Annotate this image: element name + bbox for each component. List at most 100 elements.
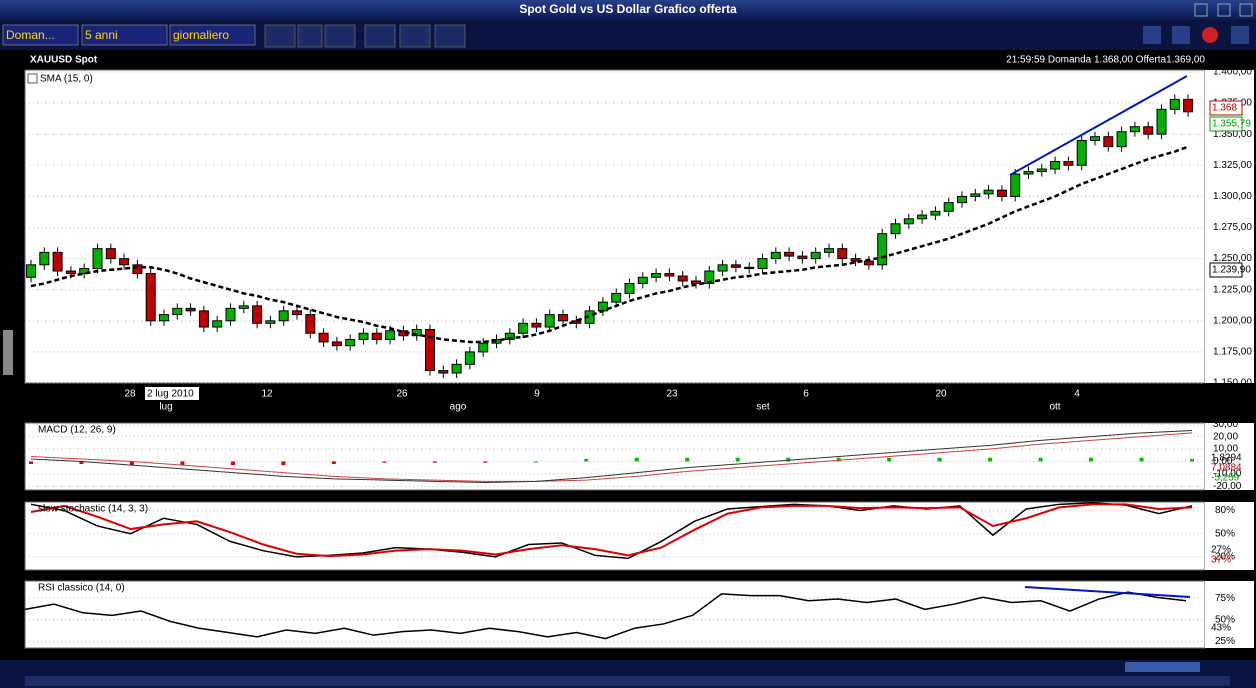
dropdown-text: giornaliero [173, 28, 229, 42]
axis-strip [1205, 423, 1254, 490]
x-tick-label: 26 [396, 389, 408, 400]
candle [252, 305, 263, 324]
histogram-bar [331, 461, 336, 464]
candle [943, 202, 954, 212]
candle [371, 332, 382, 340]
histogram-bar [1089, 457, 1094, 462]
price-marker-box [1209, 262, 1243, 278]
histogram-bar [937, 457, 942, 462]
y-tick-label: -20,00 [1213, 481, 1242, 492]
date-marker: 2 lug 2010 [147, 389, 194, 400]
dropdown-text: Doman... [6, 28, 55, 42]
dropdown[interactable] [81, 24, 168, 46]
y-tick-label: 50% [1215, 614, 1235, 625]
x-tick-label: 23 [666, 389, 678, 400]
grid-tool[interactable] [434, 24, 466, 48]
quote: 21:59:59 Domanda 1.368,00 Offerta1.369,0… [1006, 55, 1205, 66]
candle [345, 338, 356, 347]
draw-tool[interactable] [264, 24, 296, 48]
candle [305, 314, 316, 334]
y-tick-label: 1.350,00 [1213, 129, 1252, 140]
scrollbar-thumb[interactable] [1125, 662, 1200, 672]
pin-tool[interactable] [297, 24, 323, 48]
toolbar-icons[interactable] [264, 24, 1249, 48]
y-tick-label: 1.175,00 [1213, 347, 1252, 358]
candle [1063, 161, 1074, 166]
candle [65, 270, 76, 275]
scrollbar[interactable] [25, 676, 1230, 686]
candle [850, 258, 861, 262]
side-handle[interactable] [3, 330, 13, 375]
candle [824, 248, 834, 253]
fib-tool[interactable] [324, 24, 356, 48]
candle [438, 370, 449, 374]
value-marker: 7,0884 [1211, 463, 1242, 474]
window-controls[interactable] [1194, 3, 1253, 17]
histogram-bar [634, 457, 639, 462]
candle [464, 351, 475, 365]
candle [318, 332, 329, 343]
candle [1129, 126, 1140, 133]
histogram-bar [836, 457, 841, 462]
candle [730, 264, 741, 268]
candle [917, 214, 928, 220]
dropdown[interactable] [2, 24, 79, 46]
price-marker-box [1209, 116, 1243, 132]
candle [385, 330, 396, 340]
dropdown[interactable] [169, 24, 256, 46]
candle [890, 223, 901, 235]
candle [611, 292, 622, 303]
print-tool[interactable] [364, 24, 396, 48]
histogram-bar [988, 457, 993, 462]
panel-label: MACD (12, 26, 9) [38, 425, 116, 436]
candle [784, 251, 795, 257]
x-tick-label: 6 [803, 389, 809, 400]
panel-label: slow stochastic (14, 3, 3) [38, 504, 148, 515]
y-tick-label: 20,00 [1213, 431, 1238, 442]
candle [531, 322, 542, 328]
candle [996, 189, 1007, 197]
histogram-bar [735, 457, 740, 462]
chart-type[interactable] [399, 24, 431, 48]
trend-line [1024, 586, 1191, 598]
price-marker: 1.355,79 [1212, 119, 1251, 130]
candle [1143, 126, 1154, 135]
candle [478, 342, 489, 353]
maximize[interactable] [1217, 3, 1231, 17]
d-line [30, 503, 1193, 558]
value-marker: 1,8294 [1211, 453, 1242, 464]
candle [957, 195, 967, 204]
x-tick-label: 20 [935, 389, 947, 400]
panel [24, 69, 1206, 384]
candle [930, 210, 941, 216]
chart-icon[interactable] [1172, 26, 1190, 44]
candle [145, 273, 156, 322]
candle [1156, 108, 1167, 135]
candle [79, 268, 90, 275]
candle [558, 314, 568, 322]
candle [1076, 139, 1087, 166]
candle [518, 322, 529, 334]
close[interactable] [1239, 3, 1253, 17]
candle [797, 255, 808, 260]
title-bar [0, 0, 1256, 20]
histogram-bar [1139, 457, 1144, 462]
y-tick-label: 30,00 [1213, 419, 1238, 430]
candle [159, 314, 169, 322]
y-tick-label: 1.275,00 [1213, 222, 1252, 233]
candle [877, 233, 888, 266]
y-tick-label: 50% [1215, 528, 1235, 539]
candle [1103, 136, 1114, 148]
alert-icon[interactable] [1202, 27, 1218, 43]
candle [331, 341, 342, 347]
value-marker: 43% [1211, 623, 1231, 634]
month-label: ago [450, 402, 467, 413]
rsi-line [24, 591, 1187, 640]
price-marker: 1.368 [1212, 103, 1237, 114]
y-tick-label: 1.250,00 [1213, 253, 1252, 264]
news-icon[interactable] [1231, 26, 1249, 44]
minimize[interactable] [1194, 3, 1208, 17]
y-tick-label: 75% [1215, 593, 1235, 604]
label-box [27, 73, 38, 84]
layout-icon[interactable] [1143, 26, 1161, 44]
